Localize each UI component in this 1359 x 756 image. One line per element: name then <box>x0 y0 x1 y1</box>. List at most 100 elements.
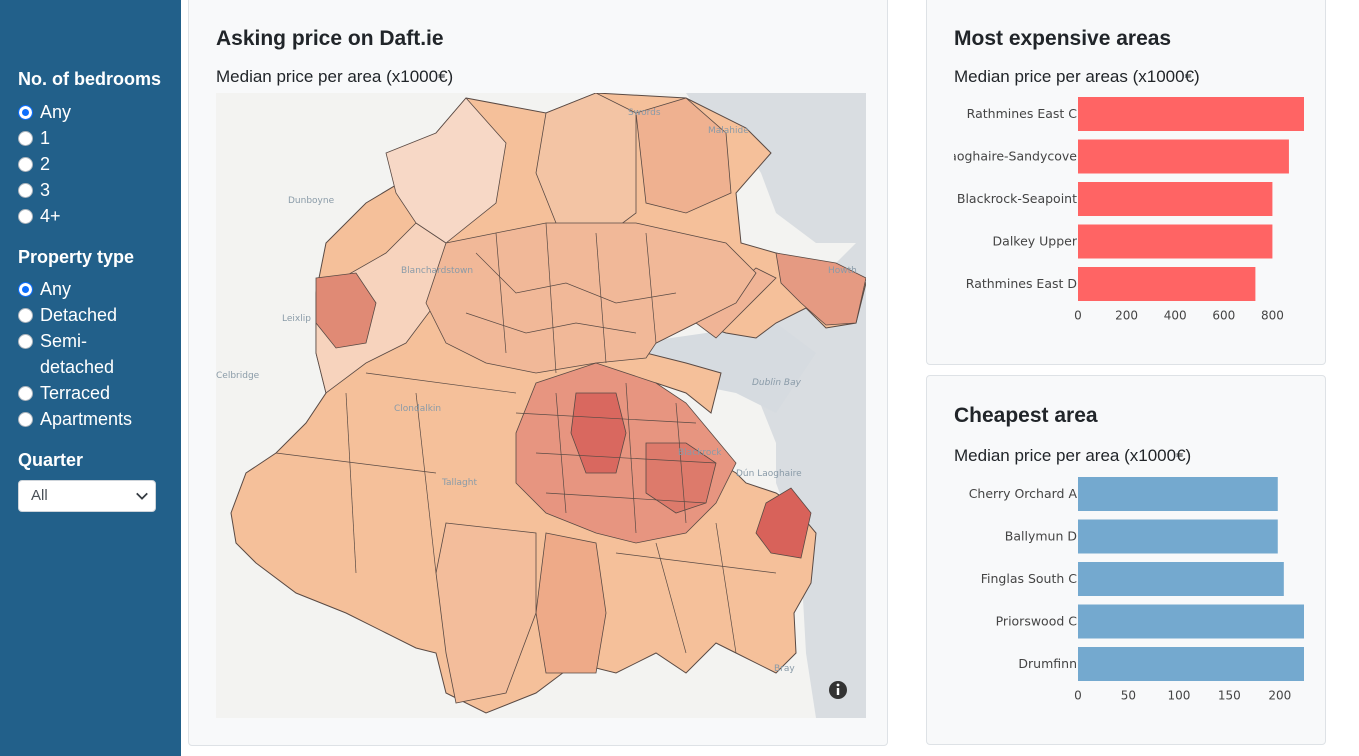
expensive-x-tick: 200 <box>1115 309 1138 323</box>
map-label-leixlip: Leixlip <box>282 314 311 324</box>
map-svg: Swords Malahide Dunboyne Blanchardstown … <box>216 93 866 718</box>
property-type-option-label: Detached <box>40 305 118 325</box>
property-type-option-label: Any <box>40 279 72 299</box>
cheap-x-tick: 100 <box>1167 689 1190 703</box>
bedroom-option-label: Any <box>40 102 72 122</box>
expensive-category-label: Dalkey Upper <box>993 234 1078 249</box>
map-label-bray: Bray <box>774 664 795 674</box>
bedroom-option[interactable]: 4+ <box>18 203 71 229</box>
sidebar: No. of bedrooms Any 1 2 3 4+ Property type A… <box>0 0 181 756</box>
map-region <box>315 222 447 394</box>
expensive-bar[interactable] <box>1078 182 1273 216</box>
ward-boundaries <box>275 222 777 654</box>
property-type-option[interactable]: Semi-detached <box>18 328 128 380</box>
info-icon[interactable] <box>829 681 847 699</box>
property-type-radio-group: Any Detached Semi-detached Terraced Apartmen… <box>18 276 132 432</box>
bedroom-option[interactable]: 2 <box>18 151 71 177</box>
map-region <box>435 522 537 704</box>
choropleth-map[interactable]: Swords Malahide Dunboyne Blanchardstown … <box>216 93 866 718</box>
map-card-title: Asking price on Daft.ie <box>216 27 444 50</box>
cheap-x-tick: 200 <box>1268 689 1291 703</box>
map-region <box>535 532 607 674</box>
expensive-category-label: Blackrock-Seapoint <box>957 191 1077 206</box>
bedroom-option-label: 2 <box>40 154 51 174</box>
property-type-title: Property type <box>18 247 135 267</box>
bedroom-radio[interactable] <box>18 183 33 198</box>
cheap-category-label: Drumfinn <box>1018 656 1077 671</box>
map-label-celbridge: Celbridge <box>216 371 260 381</box>
bedroom-radio[interactable] <box>18 209 33 224</box>
property-type-radio[interactable] <box>18 308 33 323</box>
cheap-bar[interactable] <box>1078 604 1304 639</box>
expensive-category-label: Rathmines East C <box>967 106 1078 121</box>
bedroom-option[interactable]: 1 <box>18 125 71 151</box>
bedroom-radio[interactable] <box>18 157 33 172</box>
property-type-option[interactable]: Terraced <box>18 380 128 406</box>
map-region <box>755 487 812 559</box>
map-label-tallaght: Tallaght <box>441 478 477 488</box>
chevron-down-icon <box>136 492 148 500</box>
expensive-card-subtitle: Median price per areas (x1000€) <box>954 67 1200 86</box>
bedrooms-title: No. of bedrooms <box>18 69 161 89</box>
expensive-bar[interactable] <box>1078 139 1289 174</box>
bedroom-option-label: 1 <box>40 128 51 148</box>
map-label-dunboyne: Dunboyne <box>288 196 335 206</box>
property-type-option[interactable]: Apartments <box>18 406 132 432</box>
property-type-radio[interactable] <box>18 386 33 401</box>
cheap-bar-chart: Cherry Orchard A Ballymun D Finglas South … <box>969 477 1304 703</box>
expensive-x-tick: 0 <box>1074 309 1082 323</box>
map-region <box>775 252 866 326</box>
cheap-category-label: Priorswood C <box>996 614 1078 629</box>
map-card-subtitle: Median price per area (x1000€) <box>216 67 454 86</box>
expensive-category-label: Dún Laoghaire-Sandycove <box>954 149 1077 164</box>
cheap-bar[interactable] <box>1078 477 1278 511</box>
expensive-bar-chart: Rathmines East C Dún Laoghaire-Sandycove B… <box>954 97 1304 323</box>
map-label-dun-laoghaire: Dún Laoghaire <box>736 469 802 479</box>
bedroom-radio[interactable] <box>18 131 33 146</box>
cheap-bar[interactable] <box>1078 519 1278 554</box>
cheap-category-label: Finglas South C <box>981 571 1078 586</box>
map-label-swords: Swords <box>628 108 661 118</box>
property-type-radio[interactable] <box>18 334 33 349</box>
map-label-malahide: Malahide <box>708 126 749 136</box>
expensive-bar[interactable] <box>1078 267 1256 301</box>
expensive-x-tick: 800 <box>1261 309 1284 323</box>
cheap-bar[interactable] <box>1078 562 1284 596</box>
expensive-bar[interactable] <box>1078 224 1273 259</box>
property-type-option[interactable]: Any <box>18 276 128 302</box>
expensive-x-tick: 600 <box>1212 309 1235 323</box>
map-region <box>570 392 627 474</box>
map-label-dublin-bay: Dublin Bay <box>752 378 802 388</box>
map-region <box>635 97 732 214</box>
dublin-bay <box>636 323 816 413</box>
cheap-category-label: Ballymun D <box>1005 529 1077 544</box>
cheap-card <box>926 375 1326 745</box>
map-label-howth: Howth <box>828 266 857 276</box>
map-region <box>315 272 377 349</box>
cheap-x-tick: 50 <box>1121 689 1136 703</box>
bedroom-radio[interactable] <box>18 105 33 120</box>
cheap-card-title: Cheapest area <box>954 404 1098 427</box>
map-region <box>385 97 507 244</box>
expensive-card-title: Most expensive areas <box>954 27 1172 50</box>
quarter-select-value: All <box>31 487 48 504</box>
quarter-title: Quarter <box>18 450 84 470</box>
bedroom-option[interactable]: Any <box>18 99 71 125</box>
cheap-category-label: Cherry Orchard A <box>969 486 1078 501</box>
property-type-radio[interactable] <box>18 282 33 297</box>
bedroom-option[interactable]: 3 <box>18 177 71 203</box>
property-type-option[interactable]: Detached <box>18 302 128 328</box>
map-label-blackrock: Blackrock <box>678 448 722 458</box>
cheap-x-tick: 0 <box>1074 689 1082 703</box>
cheap-card-subtitle: Median price per area (x1000€) <box>954 446 1192 465</box>
cheap-bar[interactable] <box>1078 647 1304 681</box>
bedroom-option-label: 3 <box>40 180 51 200</box>
property-type-radio[interactable] <box>18 412 33 427</box>
property-type-option-label: Terraced <box>40 383 111 403</box>
bedrooms-radio-group: Any 1 2 3 4+ <box>18 99 71 229</box>
cheap-x-tick: 150 <box>1218 689 1241 703</box>
property-type-option-label: Semi-detached <box>40 331 115 377</box>
expensive-bar[interactable] <box>1078 97 1304 131</box>
bedroom-option-label: 4+ <box>40 206 61 226</box>
quarter-select[interactable]: All <box>18 480 156 512</box>
